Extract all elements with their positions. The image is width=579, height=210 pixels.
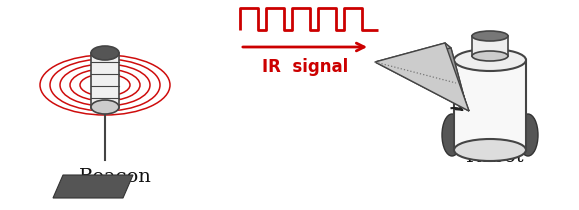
Ellipse shape <box>454 49 526 71</box>
Polygon shape <box>445 43 469 111</box>
Polygon shape <box>375 43 469 111</box>
Text: Beacon: Beacon <box>79 168 152 186</box>
FancyBboxPatch shape <box>472 36 508 56</box>
Ellipse shape <box>472 31 508 41</box>
Text: Robot: Robot <box>466 148 525 166</box>
Ellipse shape <box>454 139 526 161</box>
Polygon shape <box>375 43 451 62</box>
Ellipse shape <box>442 114 462 156</box>
Text: IR  signal: IR signal <box>262 58 348 76</box>
Polygon shape <box>375 48 469 111</box>
Ellipse shape <box>91 46 119 60</box>
FancyBboxPatch shape <box>454 60 526 150</box>
Ellipse shape <box>472 51 508 61</box>
Ellipse shape <box>518 114 538 156</box>
Polygon shape <box>53 175 133 198</box>
FancyBboxPatch shape <box>91 53 119 108</box>
Ellipse shape <box>91 100 119 114</box>
